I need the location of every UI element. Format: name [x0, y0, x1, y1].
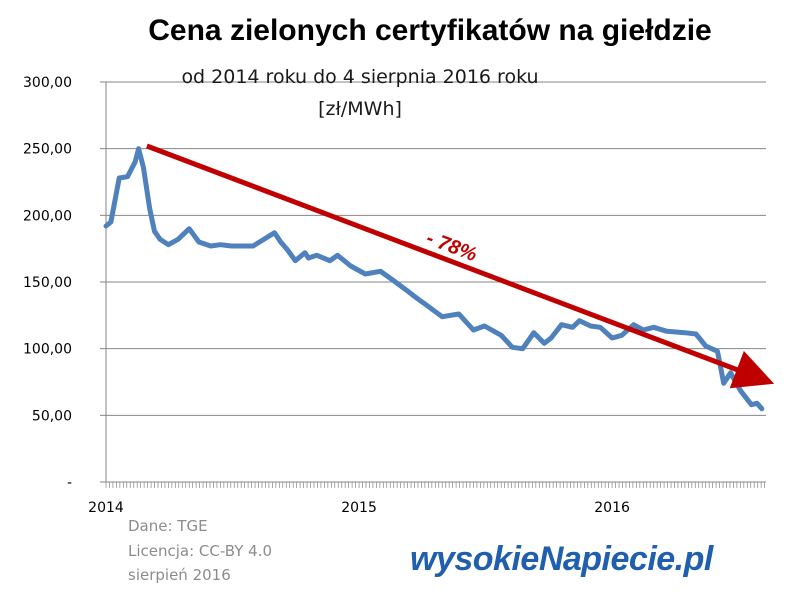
trend-layer: - 78% [146, 143, 775, 389]
x-tick-label: 2014 [88, 500, 124, 516]
price-series-line [103, 146, 765, 412]
series-layer [103, 146, 765, 412]
y-axis-ticks: - 50,00 100,00 150,00 200,00 250,00 300,00 [23, 75, 106, 491]
logo-text-1: wysokie [410, 540, 539, 578]
chart-title: Cena zielonych certyfikatów na giełdzie [148, 14, 712, 47]
y-tick-label: 50,00 [32, 408, 72, 424]
date-note: sierpień 2016 [128, 566, 231, 584]
y-tick-label: 150,00 [23, 275, 72, 291]
y-tick-label: 250,00 [23, 142, 72, 158]
source-note: Dane: TGE [128, 517, 208, 535]
license-note: Licencja: CC-BY 4.0 [128, 542, 273, 560]
logo-slash: N [538, 540, 564, 578]
x-tick-label: 2015 [341, 500, 377, 516]
y-tick-label: 100,00 [23, 342, 72, 358]
chart-unit: [zł/MWh] [318, 98, 402, 120]
wysokienapiecie-logo[interactable]: wysokieNapiecie.pl [410, 540, 713, 579]
x-axis-ticks: 2014 2015 2016 [88, 482, 765, 516]
chart-subtitle: od 2014 roku do 4 sierpnia 2016 roku [181, 66, 539, 88]
x-tick-label: 2016 [594, 500, 630, 516]
y-tick-label: 300,00 [23, 75, 72, 91]
y-tick-label: - [67, 475, 72, 491]
logo-text-2: apiecie.pl [562, 540, 713, 578]
grid-lines [106, 81, 766, 416]
trend-arrow [146, 143, 775, 389]
y-tick-label: 200,00 [23, 208, 72, 224]
